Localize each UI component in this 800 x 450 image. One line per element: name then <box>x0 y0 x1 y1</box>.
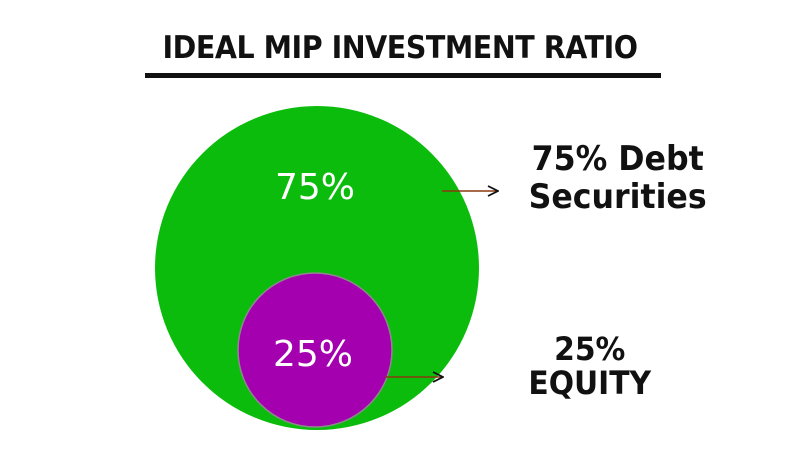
debt-label-line1: 75% Debt <box>531 139 704 179</box>
debt-securities-label: 75% Debt Securities <box>520 140 715 216</box>
debt-securities-circle <box>155 106 479 430</box>
equity-label-line1: 25% <box>554 330 626 368</box>
title-underline <box>145 73 661 78</box>
debt-percent-label: 75% <box>274 167 355 208</box>
equity-percent-label: 25% <box>272 334 353 375</box>
equity-circle <box>237 272 393 428</box>
page-title: IDEAL MIP INVESTMENT RATIO <box>162 30 638 66</box>
equity-label: 25% EQUITY <box>520 332 660 400</box>
equity-label-line2: EQUITY <box>528 364 652 402</box>
debt-label-line2: Securities <box>528 177 707 217</box>
